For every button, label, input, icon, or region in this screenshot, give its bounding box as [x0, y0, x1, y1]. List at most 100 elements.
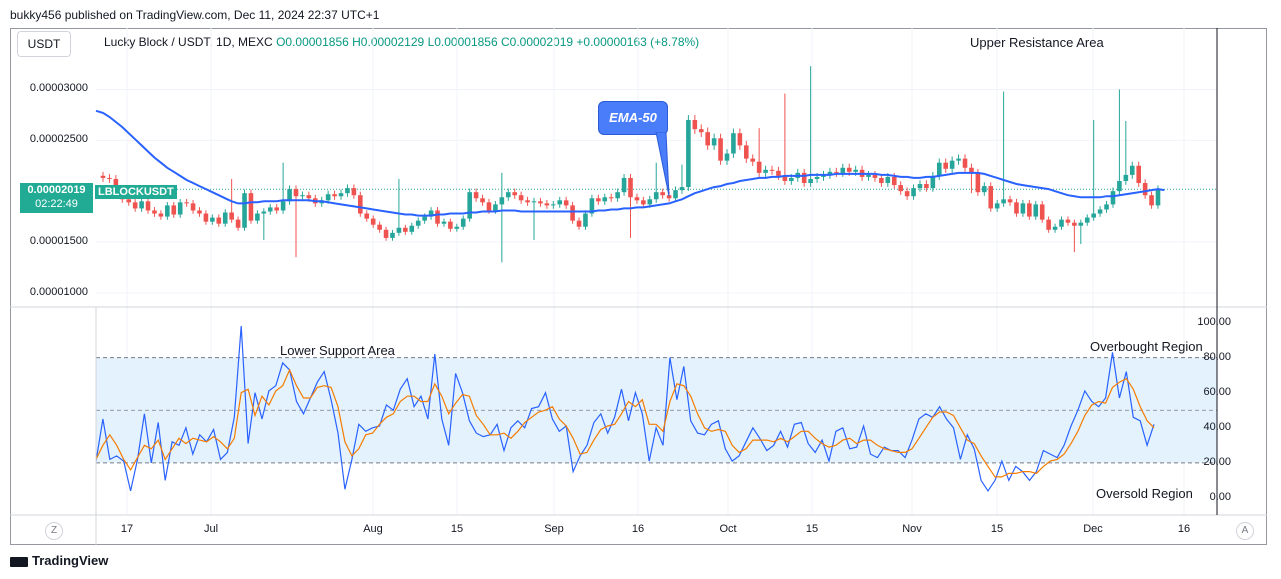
candle-body: [274, 207, 279, 211]
lower-support-label: Lower Support Area: [280, 343, 395, 358]
candle-body: [621, 177, 627, 193]
candle-body: [377, 224, 382, 230]
candle-body: [872, 174, 878, 178]
tradingview-brand-text: TradingView: [32, 553, 109, 568]
candle-body: [821, 174, 826, 177]
candle-body: [203, 213, 209, 222]
candle-body: [1020, 203, 1026, 214]
candle-body: [126, 199, 132, 203]
candle-body: [396, 227, 402, 233]
candle-body: [165, 205, 170, 217]
candle-body: [454, 226, 460, 229]
candle-body: [100, 175, 106, 178]
candle-body: [737, 133, 743, 146]
candle-body: [1104, 204, 1109, 210]
candle-body: [415, 220, 421, 226]
candle-body: [904, 191, 910, 197]
candle-body: [1084, 217, 1090, 223]
candle-body: [846, 167, 852, 172]
candle-body: [358, 195, 363, 214]
candle-body: [576, 220, 582, 227]
candle-body: [1091, 213, 1096, 218]
candle-body: [473, 192, 479, 199]
candle-body: [956, 158, 961, 161]
candle-body: [1065, 219, 1071, 223]
candle-body: [255, 213, 260, 221]
candle-body: [641, 200, 646, 205]
candle-body: [943, 162, 949, 169]
time-tick-label: 15: [805, 523, 819, 535]
candle-body: [1001, 199, 1006, 204]
candle-body: [814, 176, 820, 179]
legend-close: C0.00002019: [500, 35, 574, 49]
candle-body: [190, 203, 196, 211]
candle-body: [287, 189, 292, 202]
candle-body: [480, 198, 485, 203]
axes: [10, 28, 1267, 545]
candle-body: [538, 201, 543, 204]
candle-body: [1078, 222, 1084, 226]
candle-body: [853, 169, 858, 172]
rsi-tick-label: 80.00: [1203, 350, 1231, 363]
candle-body: [435, 210, 440, 224]
candle-body: [891, 176, 897, 186]
time-tick-label: Aug: [363, 523, 383, 535]
candle-body: [525, 200, 530, 203]
candle-body: [1097, 209, 1103, 214]
candle-body: [596, 198, 601, 202]
candle-body: [338, 193, 344, 197]
legend-symbol: Lucky Block / USDT, 1D, MEXC: [104, 35, 273, 49]
candle-body: [364, 213, 370, 219]
candle-body: [152, 210, 157, 214]
candle-body: [158, 213, 164, 217]
candle-body: [512, 192, 518, 196]
candle-body: [409, 225, 415, 232]
candle-body: [1027, 203, 1032, 217]
time-tick-label: Jul: [203, 523, 219, 535]
auto-scale-z-button[interactable]: Z: [45, 522, 63, 540]
candle-body: [924, 184, 929, 189]
candle-body: [1117, 180, 1122, 192]
candle-body: [1014, 202, 1019, 214]
candle-body: [171, 205, 177, 215]
candle-body: [145, 201, 151, 211]
candle-body: [1033, 204, 1039, 217]
candle-body: [731, 133, 736, 154]
candle-body: [673, 190, 678, 199]
candle-body: [267, 207, 273, 212]
candle-body: [975, 172, 981, 193]
candle-body: [531, 201, 537, 203]
candle-body: [583, 213, 588, 227]
candle-body: [589, 198, 595, 214]
candle-body: [705, 132, 710, 146]
candle-body: [898, 185, 903, 192]
candle-body: [460, 218, 466, 227]
candle-body: [493, 204, 498, 211]
currency-button[interactable]: USDT: [17, 31, 71, 57]
candle-body: [782, 175, 788, 181]
overbought-label: Overbought Region: [1090, 339, 1203, 354]
candle-body: [1136, 165, 1142, 184]
candle-body: [383, 229, 389, 238]
candle-body: [132, 202, 138, 209]
price-tick-label: 0.00001000: [29, 285, 88, 298]
candle-body: [834, 171, 839, 173]
candle-body: [551, 204, 556, 206]
candle-body: [628, 177, 633, 198]
candle-body: [1046, 219, 1051, 230]
price-box: 0.00002019 02:22:49: [20, 183, 93, 213]
candle-body: [756, 161, 762, 173]
legend-high: H0.00002129: [352, 35, 425, 49]
ema-50-line: [95, 109, 1165, 217]
candle-body: [994, 203, 1000, 209]
candle-body: [428, 210, 434, 217]
candle-body: [229, 212, 234, 220]
time-tick-label: 16: [1177, 523, 1191, 535]
candle-body: [1072, 222, 1077, 226]
candle-body: [1110, 191, 1116, 205]
auto-scale-a-button[interactable]: A: [1236, 522, 1254, 540]
candle-body: [608, 197, 614, 199]
candle-body: [602, 197, 608, 202]
rsi-band: [96, 357, 1217, 464]
